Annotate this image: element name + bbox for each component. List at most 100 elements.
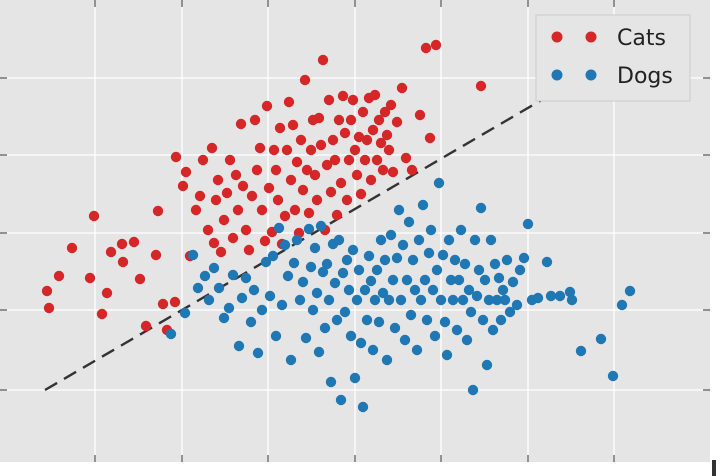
- data-point-cats: [367, 124, 379, 136]
- data-point-dogs: [616, 299, 628, 311]
- data-point-cats: [254, 142, 266, 154]
- data-point-cats: [285, 174, 297, 186]
- data-point-cats: [117, 256, 129, 268]
- data-point-dogs: [294, 294, 306, 306]
- data-point-dogs: [499, 294, 511, 306]
- data-point-dogs: [337, 267, 349, 279]
- data-point-dogs: [351, 294, 363, 306]
- data-point-dogs: [511, 299, 523, 311]
- data-point-dogs: [401, 274, 413, 286]
- data-point-dogs: [297, 276, 309, 288]
- data-point-cats: [134, 273, 146, 285]
- data-point-dogs: [377, 287, 389, 299]
- data-point-cats: [283, 96, 295, 108]
- data-point-cats: [303, 207, 315, 219]
- data-point-dogs: [405, 309, 417, 321]
- data-point-dogs: [483, 294, 495, 306]
- data-point-cats: [301, 164, 313, 176]
- data-point-cats: [345, 114, 357, 126]
- data-point-dogs: [335, 394, 347, 406]
- data-point-dogs: [343, 284, 355, 296]
- data-point-dogs: [319, 322, 331, 334]
- data-point-cats: [341, 194, 353, 206]
- data-point-dogs: [317, 266, 329, 278]
- data-point-dogs: [349, 372, 361, 384]
- data-point-cats: [365, 174, 377, 186]
- data-point-dogs: [245, 316, 257, 328]
- data-point-cats: [339, 127, 351, 139]
- legend-label-dogs: Dogs: [617, 64, 673, 89]
- data-point-cats: [321, 159, 333, 171]
- data-point-dogs: [435, 294, 447, 306]
- data-point-dogs: [267, 250, 279, 262]
- data-point-dogs: [369, 294, 381, 306]
- data-point-cats: [215, 246, 227, 258]
- data-point-dogs: [256, 304, 268, 316]
- data-point-dogs: [595, 333, 607, 345]
- data-point-dogs: [323, 294, 335, 306]
- data-point-dogs: [397, 239, 409, 251]
- data-point-cats: [414, 109, 426, 121]
- data-point-cats: [206, 142, 218, 154]
- data-point-dogs: [407, 254, 419, 266]
- data-point-dogs: [305, 261, 317, 273]
- data-point-dogs: [329, 277, 341, 289]
- data-point-cats: [381, 129, 393, 141]
- data-point-dogs: [419, 274, 431, 286]
- data-point-cats: [313, 112, 325, 124]
- data-point-dogs: [467, 384, 479, 396]
- data-point-cats: [210, 194, 222, 206]
- legend-marker-dogs: [551, 69, 563, 81]
- data-point-dogs: [439, 316, 451, 328]
- data-point-cats: [347, 94, 359, 106]
- data-point-dogs: [575, 345, 587, 357]
- data-point-cats: [177, 180, 189, 192]
- data-point-dogs: [315, 220, 327, 232]
- data-point-cats: [101, 287, 113, 299]
- data-point-dogs: [459, 258, 471, 270]
- data-point-cats: [396, 82, 408, 94]
- data-point-dogs: [427, 284, 439, 296]
- axis-ticks: [0, 0, 710, 462]
- data-point-cats: [232, 204, 244, 216]
- data-point-dogs: [375, 234, 387, 246]
- data-point-dogs: [413, 234, 425, 246]
- data-point-cats: [355, 188, 367, 200]
- data-point-cats: [128, 236, 140, 248]
- data-point-cats: [249, 114, 261, 126]
- data-point-cats: [180, 166, 192, 178]
- data-point-cats: [259, 235, 271, 247]
- data-point-dogs: [447, 294, 459, 306]
- data-point-dogs: [165, 328, 177, 340]
- data-point-dogs: [504, 306, 516, 318]
- data-point-dogs: [223, 302, 235, 314]
- data-point-cats: [279, 210, 291, 222]
- data-point-dogs: [331, 314, 343, 326]
- data-point-cats: [88, 210, 100, 222]
- data-point-dogs: [411, 344, 423, 356]
- data-point-dogs: [279, 239, 291, 251]
- data-point-cats: [327, 134, 339, 146]
- data-point-cats: [375, 137, 387, 149]
- data-point-dogs: [564, 286, 576, 298]
- data-point-dogs: [300, 332, 312, 344]
- data-point-cats: [383, 144, 395, 156]
- data-point-cats: [212, 174, 224, 186]
- data-point-cats: [256, 204, 268, 216]
- data-point-cats: [224, 154, 236, 166]
- data-point-cats: [291, 156, 303, 168]
- data-point-cats: [353, 131, 365, 143]
- data-point-dogs: [399, 334, 411, 346]
- data-point-dogs: [425, 224, 437, 236]
- data-point-dogs: [248, 284, 260, 296]
- data-point-dogs: [624, 285, 636, 297]
- data-point-cats: [237, 180, 249, 192]
- data-point-dogs: [421, 314, 433, 326]
- data-point-cats: [430, 39, 442, 51]
- data-point-dogs: [179, 307, 191, 319]
- data-point-cats: [66, 242, 78, 254]
- data-point-cats: [406, 164, 418, 176]
- data-point-dogs: [449, 254, 461, 266]
- legend-box: [535, 14, 691, 102]
